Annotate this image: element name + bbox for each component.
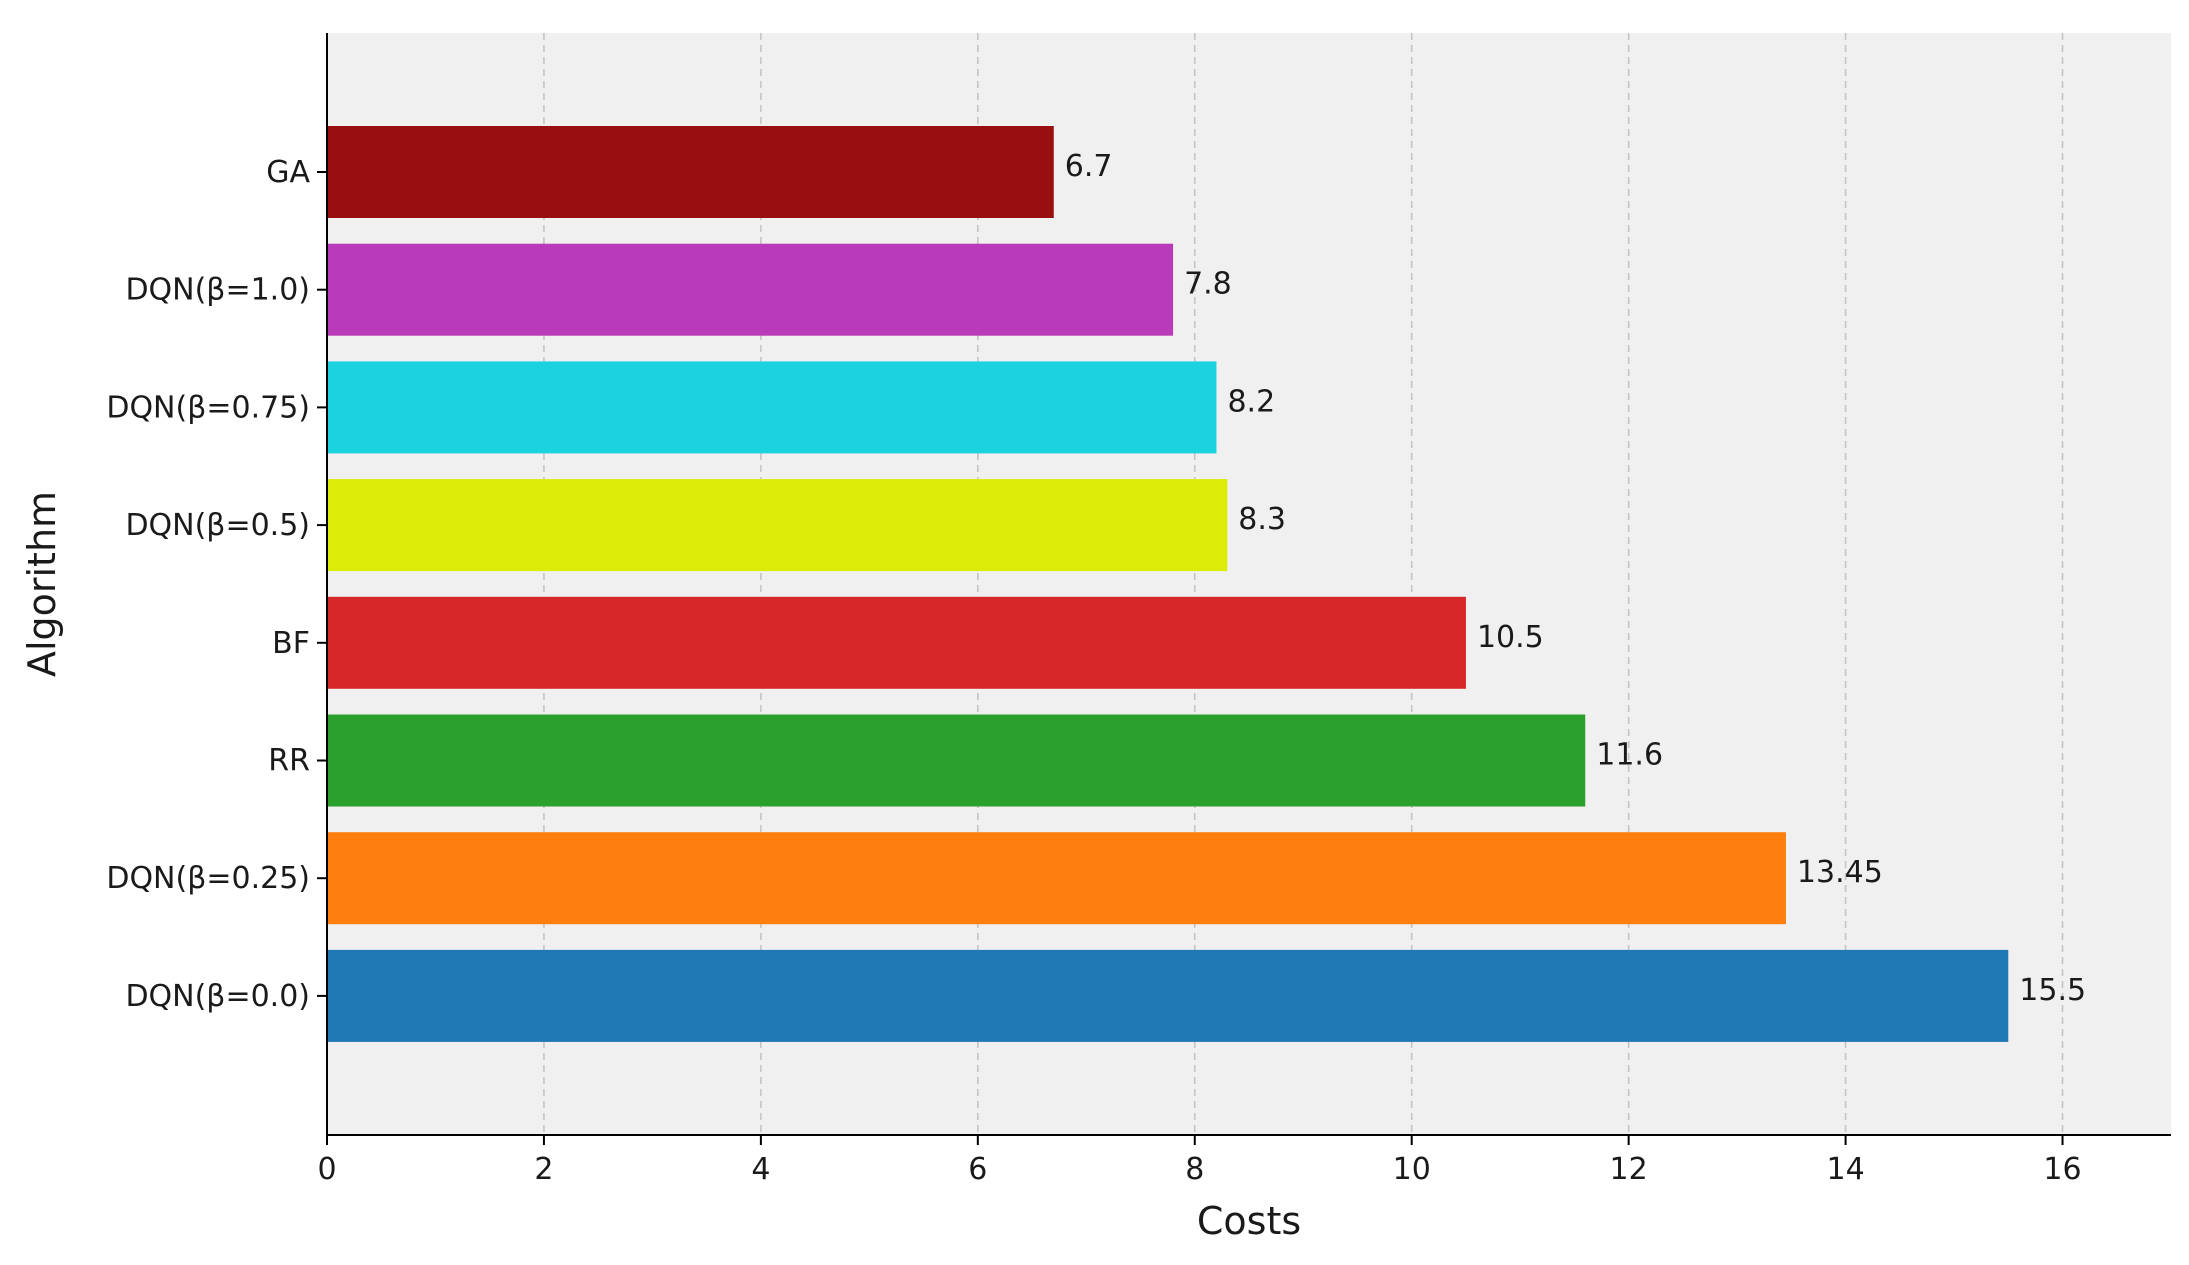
- y-axis-title: Algorithm: [20, 491, 64, 677]
- y-tick-label: DQN(β=0.5): [125, 508, 310, 543]
- data-label: 11.6: [1596, 738, 1663, 773]
- data-label: 6.7: [1065, 149, 1113, 184]
- bar: [327, 596, 1466, 689]
- x-tick-label: 12: [1610, 1152, 1648, 1187]
- bar: [327, 949, 2009, 1042]
- x-tick-label: 8: [1185, 1152, 1204, 1187]
- x-tick-label: 10: [1393, 1152, 1431, 1187]
- data-label: 15.5: [2019, 973, 2086, 1008]
- bar: [327, 126, 1054, 218]
- bar: [327, 479, 1228, 572]
- data-label: 8.2: [1227, 384, 1275, 419]
- x-tick-label: 0: [317, 1152, 336, 1187]
- data-label: 13.45: [1797, 855, 1883, 890]
- bar: [327, 243, 1174, 336]
- data-label: 8.3: [1238, 502, 1286, 537]
- bar: [327, 361, 1217, 454]
- data-label: 10.5: [1477, 620, 1544, 655]
- y-tick-label: DQN(β=0.0): [125, 979, 310, 1014]
- x-tick-label: 6: [968, 1152, 987, 1187]
- y-tick-label: BF: [272, 626, 310, 661]
- y-tick-label: DQN(β=0.75): [106, 390, 310, 425]
- x-tick-label: 16: [2043, 1152, 2081, 1187]
- bars: 6.7 7.8 8.2 8.3 10.5 11.6 13.45 15.5: [327, 126, 2086, 1042]
- y-tick-label: GA: [266, 155, 310, 190]
- x-tick-label: 2: [534, 1152, 553, 1187]
- bar: [327, 832, 1786, 925]
- x-axis-title: Costs: [1197, 1199, 1301, 1243]
- data-label: 7.8: [1184, 267, 1232, 302]
- x-tick-label: 14: [1826, 1152, 1864, 1187]
- y-tick-label: DQN(β=1.0): [125, 273, 310, 308]
- axes: 0 2 4 6 8 10 12 14 16 GA DQN(β=1.0) DQN(β=0.75) DQN(…: [106, 33, 2171, 1187]
- y-tick-label: RR: [268, 744, 310, 779]
- bar: [327, 714, 1586, 807]
- y-tick-label: DQN(β=0.25): [106, 861, 310, 896]
- x-tick-label: 4: [751, 1152, 770, 1187]
